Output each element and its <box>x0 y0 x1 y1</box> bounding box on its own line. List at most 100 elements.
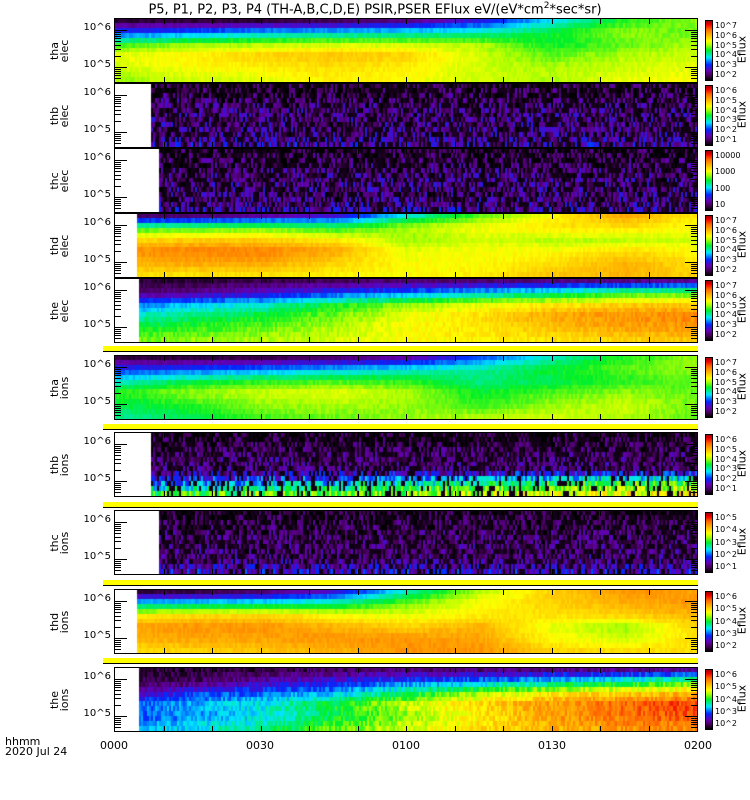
y-minor-tick <box>691 727 697 729</box>
x-tick <box>260 272 262 277</box>
species-label: elec <box>58 234 71 257</box>
colorbar-tick-label: 100 <box>715 183 731 193</box>
colorbar-the-ions <box>705 669 713 730</box>
date-label: 2020 Jul 24 <box>5 745 68 758</box>
y-minor-tick <box>115 536 121 538</box>
y-major-tick <box>115 30 127 32</box>
y-minor-tick <box>691 273 697 275</box>
spectrogram-panel-the-elec <box>114 278 698 343</box>
y-minor-tick <box>115 70 121 72</box>
y-minor-tick <box>115 620 121 622</box>
y-minor-tick <box>691 527 697 529</box>
x-tick <box>309 491 310 496</box>
y-minor-tick <box>115 72 121 74</box>
x-tick <box>163 77 165 82</box>
y-minor-tick <box>115 109 121 111</box>
x-tick <box>163 648 165 653</box>
x-tick <box>600 214 601 219</box>
x-tick <box>309 149 310 154</box>
y-major-tick <box>685 132 697 134</box>
y-minor-tick <box>115 680 121 682</box>
x-tick <box>503 84 504 89</box>
x-tick <box>309 590 310 595</box>
y-minor-tick <box>115 140 121 142</box>
x-tick <box>648 491 650 496</box>
colorbar-tick-label: 10^3 <box>715 464 737 474</box>
x-tick <box>454 356 456 361</box>
y-minor-tick <box>115 495 121 497</box>
x-tick <box>551 19 553 24</box>
y-major-tick <box>115 95 127 97</box>
colorbar-tick-label: 10^3 <box>715 537 737 547</box>
y-minor-tick <box>691 44 697 46</box>
panel-label-thb-elec: thb elec <box>48 86 80 146</box>
panel-label-thd-elec: thd elec <box>48 216 80 276</box>
y-minor-tick <box>691 165 697 167</box>
y-minor-tick <box>115 533 121 535</box>
x-tick <box>309 414 310 419</box>
y-minor-tick <box>115 49 121 51</box>
colorbar-tick-label: 10^2 <box>715 329 737 339</box>
x-tick <box>406 279 407 284</box>
y-minor-tick <box>691 75 697 77</box>
x-tick <box>503 569 504 574</box>
colorbar-tick-label: 10^4 <box>715 694 737 704</box>
data-indicator-bar <box>103 346 698 352</box>
y-minor-tick <box>115 103 121 105</box>
y-tick-label: 10^6 <box>83 593 111 605</box>
spectrogram-image <box>115 19 697 82</box>
x-tick <box>551 272 553 277</box>
x-tick <box>454 272 456 277</box>
x-tick <box>309 207 310 212</box>
y-major-tick <box>115 444 127 446</box>
x-tick <box>551 207 553 212</box>
y-minor-tick <box>691 643 697 645</box>
x-tick <box>600 648 601 653</box>
colorbar-tick-label: 10^6 <box>715 225 737 235</box>
colorbar-tick-label: 10^5 <box>715 40 737 50</box>
colorbar-tick-label: 10^1 <box>715 483 737 493</box>
y-tick-label: 10^6 <box>83 436 111 448</box>
x-tick <box>600 356 601 361</box>
data-indicator-bar <box>103 658 698 664</box>
y-minor-tick <box>691 562 697 564</box>
x-tick <box>309 511 310 516</box>
x-tick <box>454 491 456 496</box>
y-minor-tick <box>691 137 697 139</box>
species-label: ions <box>58 453 71 476</box>
x-tick <box>406 272 407 277</box>
y-major-tick <box>115 160 127 162</box>
y-minor-tick <box>115 562 121 564</box>
x-tick <box>600 726 601 731</box>
y-minor-tick <box>691 541 697 543</box>
y-minor-tick <box>115 35 121 37</box>
y-minor-tick <box>691 239 697 241</box>
colorbar-tha-ions <box>705 357 713 418</box>
x-tick <box>357 511 359 516</box>
y-minor-tick <box>115 573 121 575</box>
colorbar-tick-label: 10^5 <box>715 604 737 614</box>
y-tick-label: 10^5 <box>83 254 111 266</box>
y-major-tick <box>115 262 127 264</box>
y-minor-tick <box>691 226 697 228</box>
data-indicator-bar <box>103 580 698 586</box>
y-minor-tick <box>691 267 697 269</box>
x-tick <box>212 414 213 419</box>
species-label: ions <box>58 688 71 711</box>
y-minor-tick <box>115 405 121 407</box>
x-tick <box>309 356 310 361</box>
colorbar-tick-label: 10^2 <box>715 718 737 728</box>
x-tick <box>163 491 165 496</box>
y-minor-tick <box>691 489 697 491</box>
y-minor-tick <box>691 316 697 318</box>
colorbar-tick-label: 10^4 <box>715 50 737 60</box>
y-minor-tick <box>115 375 121 377</box>
colorbar-tick-label: 10^7 <box>715 21 737 31</box>
y-minor-tick <box>115 267 121 269</box>
y-minor-tick <box>691 620 697 622</box>
y-minor-tick <box>691 330 697 332</box>
x-tick <box>648 668 650 673</box>
colorbar-tick-label: 10^7 <box>715 358 737 368</box>
y-minor-tick <box>115 202 121 204</box>
x-tick <box>551 337 553 342</box>
